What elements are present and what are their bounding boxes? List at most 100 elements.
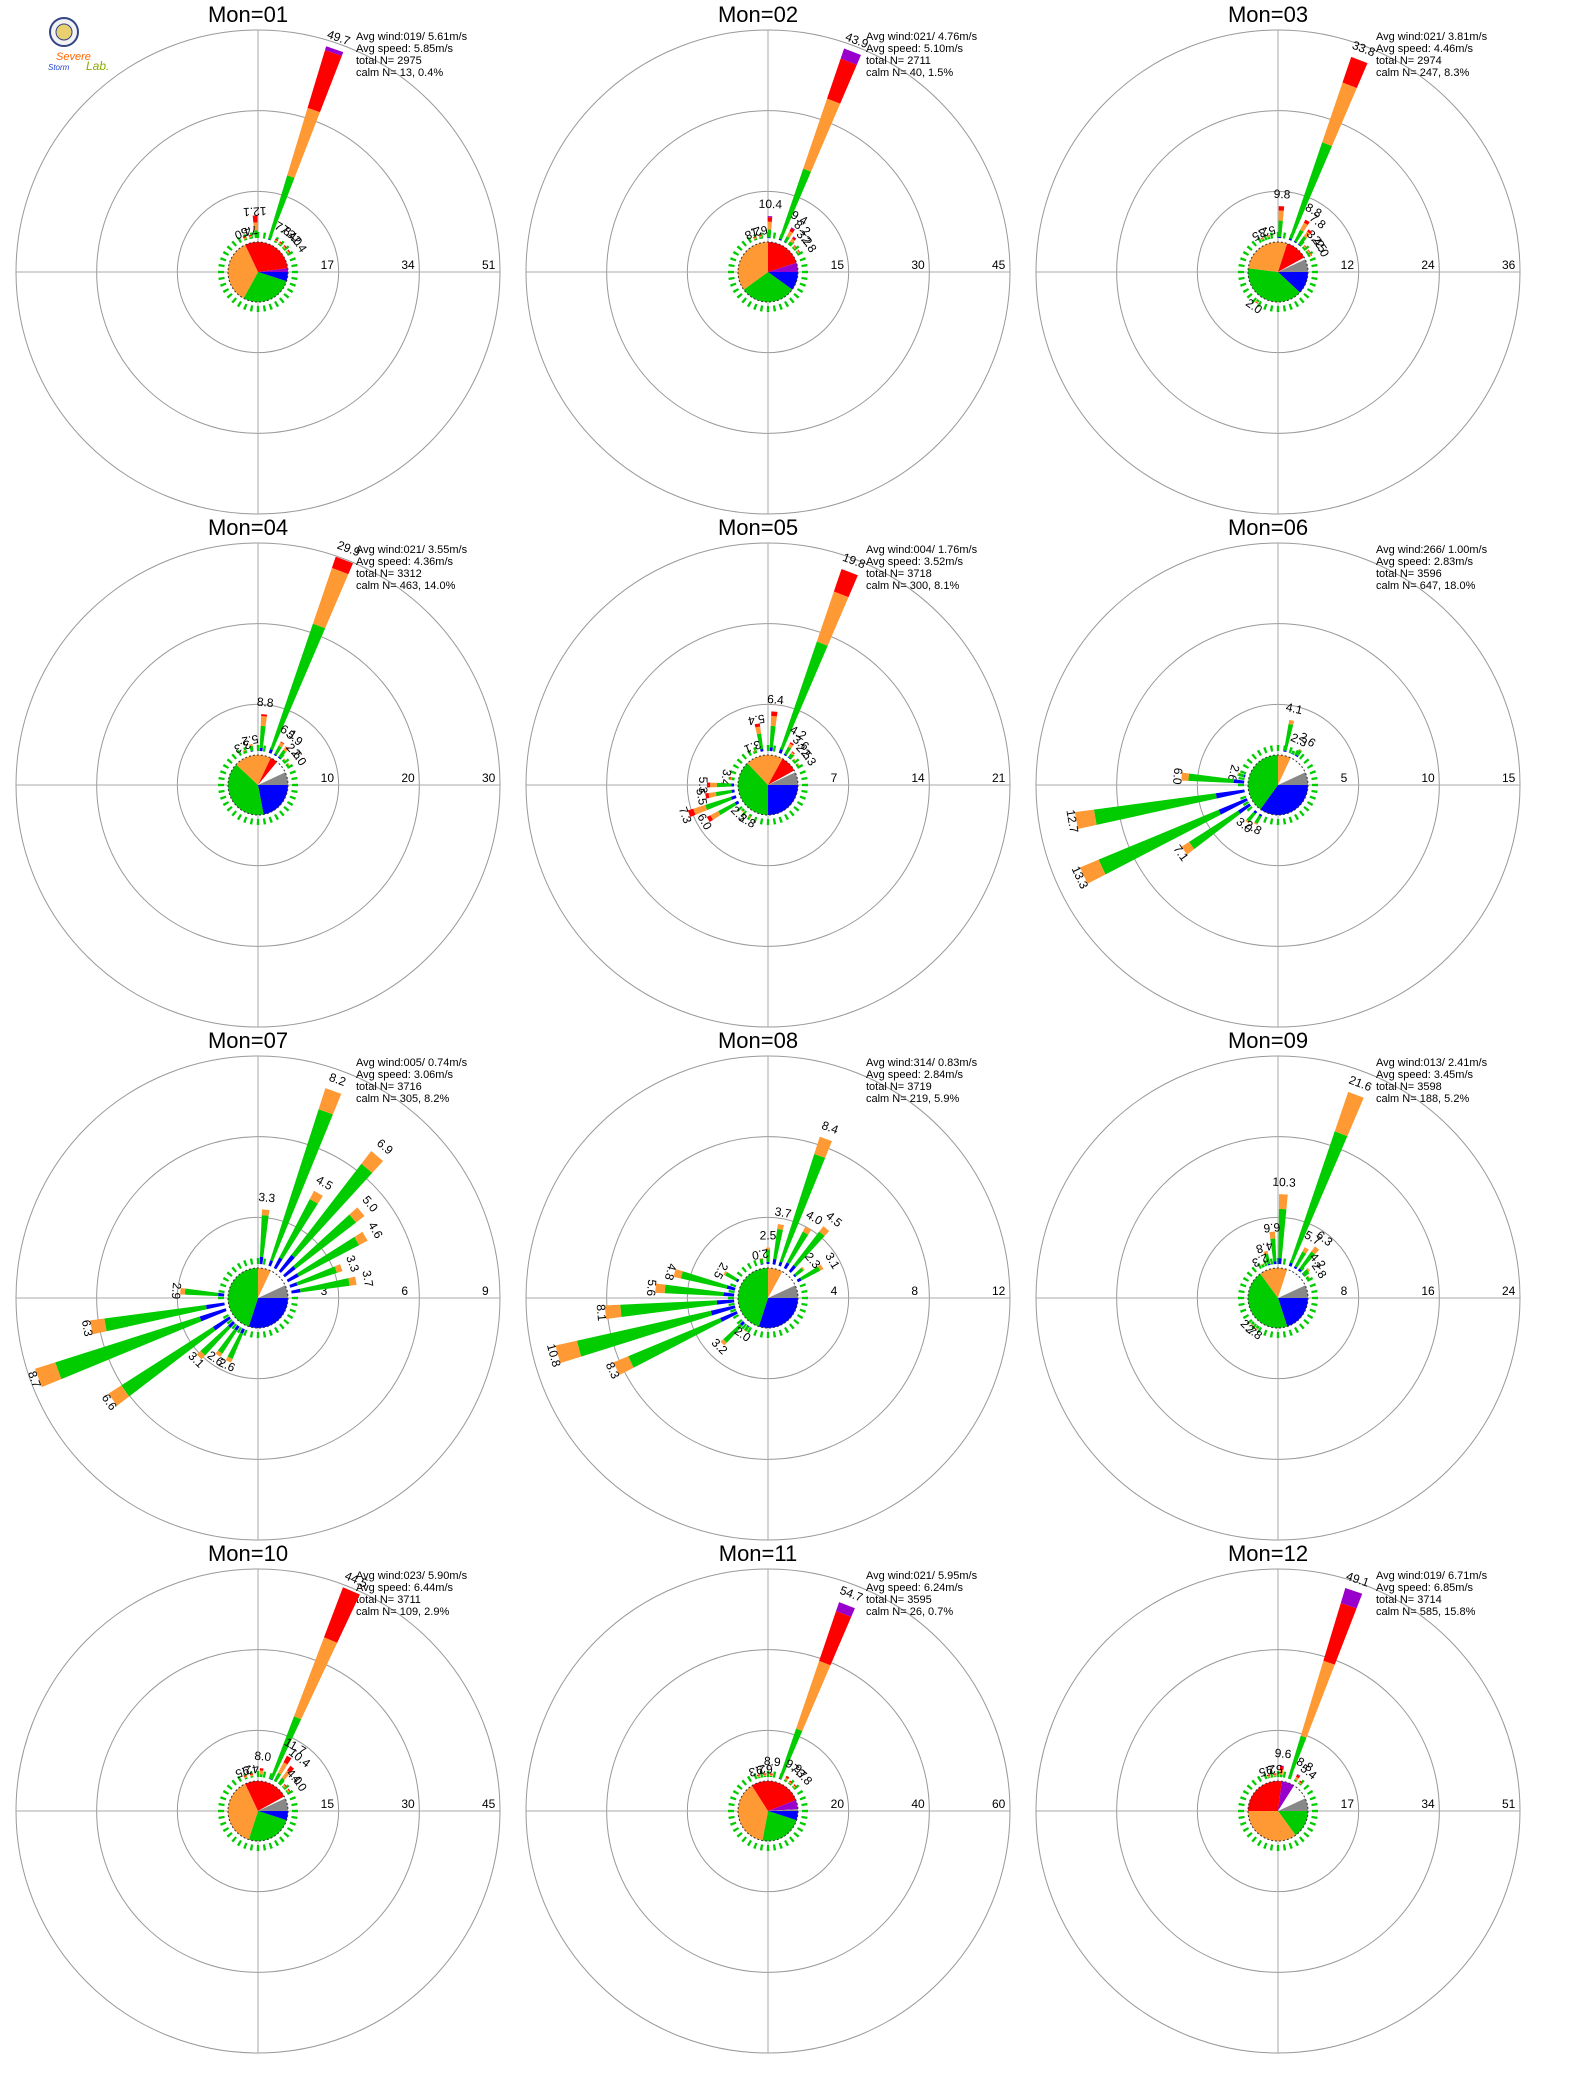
petal-segment — [242, 750, 247, 755]
pie-slice-bin-4 — [245, 1781, 285, 1811]
petal-segment — [1295, 754, 1299, 758]
minor-petal — [226, 1319, 233, 1325]
petal-segment — [180, 1287, 186, 1295]
petal-segment — [243, 1775, 248, 1779]
stat-avg-wind: Avg wind:266/ 1.00m/s — [1376, 544, 1488, 556]
minor-petal — [1306, 1827, 1314, 1833]
petal-segment — [836, 1602, 855, 1617]
petal-label: 5.0 — [359, 1193, 381, 1215]
minor-petal — [736, 1319, 743, 1325]
minor-petal — [279, 1836, 285, 1843]
stat-total-n: total N= 3714 — [1376, 1594, 1442, 1606]
pie-slice-bin-4 — [1248, 1780, 1282, 1811]
minor-petal — [286, 763, 294, 769]
petal-segment — [281, 246, 285, 250]
petal-label: 2.0 — [732, 1324, 754, 1345]
logo-text-lab: Lab. — [86, 59, 109, 73]
petal-label: 4.8 — [1254, 1238, 1274, 1256]
petal-segment — [1294, 229, 1304, 243]
minor-petal — [746, 1839, 752, 1847]
petal-label: 7.5 — [239, 222, 259, 239]
pie-slice-calm-marker — [768, 1809, 798, 1811]
petal-label: 4.8 — [662, 1262, 680, 1282]
petal-segment — [791, 759, 796, 763]
petal-segment — [731, 795, 737, 800]
petal-segment — [273, 753, 277, 757]
minor-petal — [759, 818, 764, 825]
ring-label: 9 — [482, 1284, 489, 1298]
petal-segment — [259, 1770, 264, 1775]
petal-segment — [1293, 240, 1297, 244]
petal-segment — [1255, 300, 1259, 304]
petal-segment — [1298, 748, 1303, 752]
pie-slice-calm-marker — [1278, 772, 1308, 785]
minor-petal — [1311, 270, 1318, 274]
petal-segment — [783, 1262, 790, 1270]
petal-segment — [1288, 238, 1293, 241]
pie-slice-bin-2 — [1248, 268, 1300, 302]
petal-segment — [793, 1273, 797, 1278]
minor-petal — [1303, 293, 1310, 299]
minor-petal — [1251, 240, 1257, 247]
petal-segment — [725, 1272, 738, 1282]
petal-label: 54.7 — [838, 1583, 865, 1605]
petal-segment — [297, 1236, 360, 1277]
petal-segment — [1278, 1194, 1288, 1210]
petal-segment — [791, 1785, 795, 1789]
petal-segment — [748, 815, 752, 818]
minor-petal — [799, 1283, 806, 1288]
petal-label: 4.6 — [365, 1219, 386, 1241]
minor-petal — [793, 245, 800, 251]
minor-petal — [1288, 1842, 1293, 1849]
windrose-title: Mon=09 — [1228, 1028, 1308, 1053]
petal-segment — [784, 746, 792, 756]
pie-outline — [1247, 241, 1309, 303]
petal-segment — [1301, 246, 1306, 250]
ring-label: 51 — [482, 258, 496, 272]
minor-petal — [218, 1815, 225, 1820]
minor-petal — [1246, 1319, 1253, 1325]
minor-petal — [256, 1844, 260, 1851]
petal-segment — [1278, 220, 1283, 237]
petal-segment — [803, 98, 841, 172]
petal-segment — [787, 756, 791, 760]
petal-segment — [1301, 1273, 1305, 1276]
petal-segment — [1334, 1091, 1364, 1137]
minor-petal — [801, 1296, 808, 1300]
minor-petal — [274, 300, 280, 308]
pie-slice-calm-marker — [1278, 1798, 1308, 1811]
minor-petal — [730, 257, 737, 262]
petal-segment — [759, 1258, 764, 1264]
pie-outline — [737, 241, 799, 303]
petal-segment — [778, 1261, 783, 1267]
petal-segment — [249, 237, 253, 240]
petal-segment — [1267, 1263, 1271, 1266]
petal-segment — [1237, 803, 1251, 814]
pie-slice-bin-1 — [258, 272, 288, 282]
minor-petal — [1276, 1331, 1280, 1338]
minor-petal — [799, 1796, 806, 1801]
minor-petal — [793, 806, 800, 812]
petal-segment — [354, 1231, 368, 1246]
minor-petal — [1242, 1827, 1250, 1833]
minor-petal — [732, 1314, 740, 1320]
petal-segment — [793, 1231, 825, 1268]
minor-petal — [801, 263, 808, 268]
petal-segment — [212, 1316, 231, 1331]
pie-slice-bin-2 — [762, 1811, 797, 1841]
minor-petal — [1282, 1771, 1287, 1778]
stat-total-n: total N= 3719 — [866, 1081, 932, 1093]
minor-petal — [728, 276, 735, 281]
pie-slice-calm-marker — [1278, 259, 1308, 272]
minor-petal — [231, 297, 237, 304]
petal-segment — [787, 1782, 791, 1786]
petal-segment — [777, 1224, 785, 1230]
petal-segment — [318, 1088, 342, 1115]
minor-petal — [218, 776, 225, 781]
minor-petal — [1251, 1779, 1257, 1786]
minor-petal — [1276, 818, 1280, 825]
